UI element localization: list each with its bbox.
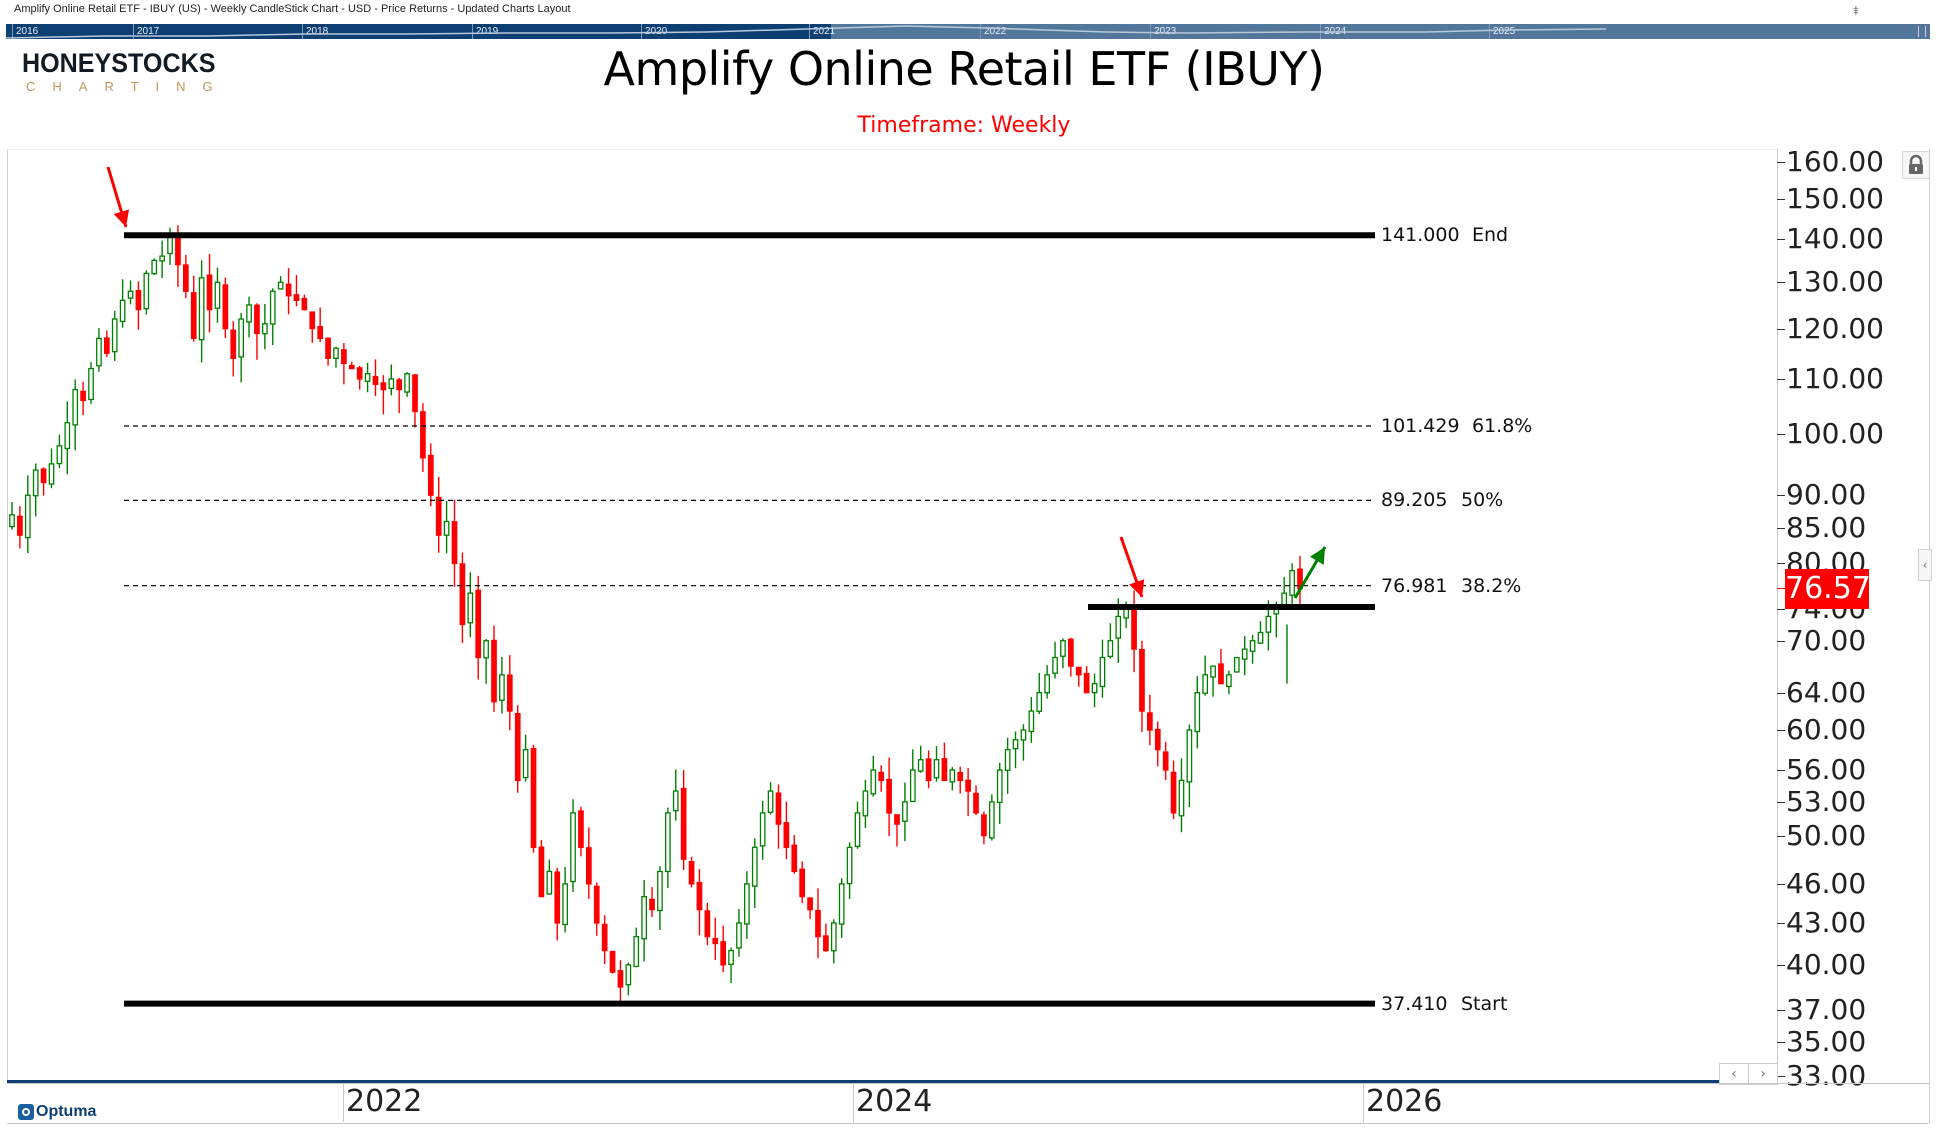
y-tick-label: 90.00 [1786, 478, 1867, 512]
chart-subtitle: Timeframe: Weekly [857, 113, 1071, 138]
y-tick [1777, 608, 1785, 610]
y-tick-label: 43.00 [1786, 905, 1867, 939]
y-tick [1777, 328, 1785, 330]
navigator-bar[interactable]: 2016 2017 2018 2019 2020 2021 2022 2023 2024 2025 [6, 24, 1930, 39]
fib-level-value: 141.000 [1381, 224, 1460, 247]
y-tick-label: 50.00 [1786, 818, 1867, 852]
navigator-year-label: 2023 [1150, 24, 1176, 39]
y-tick [1777, 199, 1785, 201]
x-axis-divider [1363, 1083, 1364, 1122]
x-tick-label: 2026 [1366, 1084, 1443, 1119]
chart-title: Amplify Online Retail ETF (IBUY) [603, 42, 1325, 96]
y-tick-label: 64.00 [1786, 675, 1867, 709]
y-tick-label: 37.00 [1786, 992, 1867, 1026]
horizontal-scrollbar[interactable] [7, 1080, 1719, 1083]
navigator-year-label: 2017 [133, 24, 159, 39]
y-tick [1777, 282, 1785, 284]
y-tick [1777, 692, 1785, 694]
navigator-sparkline [6, 25, 1607, 39]
y-tick [1777, 922, 1785, 924]
fib-level-tag: End [1472, 224, 1509, 247]
navigator-year-label: 2018 [302, 24, 328, 39]
last-price-tick [1777, 588, 1787, 589]
y-tick [1777, 528, 1785, 530]
y-tick-label: 60.00 [1786, 713, 1867, 747]
y-tick [1777, 378, 1785, 380]
navigator-resize-handle[interactable] [1918, 26, 1926, 37]
y-tick [1777, 769, 1785, 771]
y-tick [1777, 434, 1785, 436]
y-tick [1777, 1009, 1785, 1011]
y-tick-label: 56.00 [1786, 752, 1867, 786]
y-tick [1777, 801, 1785, 803]
y-tick-label: 70.00 [1786, 623, 1867, 657]
logo-text: HONEYSTOCKS [22, 48, 216, 78]
navigator-year-label: 2016 [12, 24, 38, 39]
scroll-right-button[interactable]: › [1748, 1063, 1778, 1085]
y-tick-label: 35.00 [1786, 1025, 1867, 1059]
y-tick [1777, 730, 1785, 732]
y-tick-label: 130.00 [1786, 265, 1884, 299]
navigator-year-label: 2021 [809, 24, 835, 39]
y-tick-label: 160.00 [1786, 145, 1884, 178]
navigator-year-label: 2025 [1489, 24, 1515, 39]
optuma-logo: Optuma [18, 1103, 113, 1121]
navigator-year-label: 2019 [472, 24, 498, 39]
fib-level-value: 89.205 [1381, 489, 1448, 512]
fib-level-value: 101.429 [1381, 414, 1460, 437]
fib-level-tag: 61.8% [1472, 414, 1533, 437]
y-tick [1777, 835, 1785, 837]
y-tick-label: 100.00 [1786, 417, 1884, 451]
optuma-logo-text: Optuma [36, 1103, 97, 1120]
y-tick [1777, 495, 1785, 497]
navigator-year-label: 2020 [641, 24, 667, 39]
last-price-label: 76.57 [1785, 569, 1871, 609]
window-caption: Amplify Online Retail ETF - IBUY (US) - … [14, 3, 571, 15]
y-tick-label: 150.00 [1786, 182, 1884, 216]
x-axis[interactable] [7, 1083, 1929, 1124]
y-tick-label: 46.00 [1786, 866, 1867, 900]
navigator-year-label: 2022 [980, 24, 1006, 39]
optuma-logo-icon [18, 1104, 34, 1120]
honeystocks-logo: HONEYSTOCKS CHARTING [22, 48, 230, 94]
y-tick [1777, 883, 1785, 885]
scroll-left-button[interactable]: ‹ [1719, 1063, 1749, 1085]
fib-level-tag: Start [1461, 992, 1508, 1015]
y-tick [1777, 563, 1785, 565]
lock-icon[interactable] [1902, 151, 1930, 179]
y-tick-label: 120.00 [1786, 311, 1884, 345]
plot-area[interactable] [7, 149, 1778, 1084]
y-tick [1777, 1076, 1785, 1078]
fib-level-tag: 38.2% [1461, 574, 1522, 597]
y-tick [1777, 964, 1785, 966]
x-tick-label: 2022 [346, 1084, 423, 1119]
y-tick-label: 33.00 [1786, 1059, 1867, 1093]
y-tick-label: 53.00 [1786, 784, 1867, 818]
x-tick-label: 2024 [856, 1084, 933, 1119]
fib-level-tag: 50% [1461, 489, 1504, 512]
y-axis-line [1777, 149, 1778, 1083]
y-tick-label: 40.00 [1786, 947, 1867, 981]
y-tick-label: 110.00 [1786, 361, 1884, 395]
fib-level-value: 76.981 [1381, 574, 1448, 597]
y-tick [1777, 162, 1785, 163]
y-tick-label: 140.00 [1786, 222, 1884, 256]
y-tick-label: 85.00 [1786, 511, 1867, 545]
fib-level-value: 37.410 [1381, 992, 1448, 1015]
collapse-panel-button[interactable]: ‹ [1918, 549, 1932, 581]
y-tick [1777, 640, 1785, 642]
pushpin-icon[interactable]: ⯒ [1853, 4, 1859, 19]
y-tick [1777, 1042, 1785, 1044]
x-axis-divider [853, 1083, 854, 1122]
logo-subtext: CHARTING [26, 79, 230, 94]
y-tick [1777, 239, 1785, 241]
x-axis-divider [343, 1083, 344, 1122]
right-border [1929, 149, 1930, 1123]
